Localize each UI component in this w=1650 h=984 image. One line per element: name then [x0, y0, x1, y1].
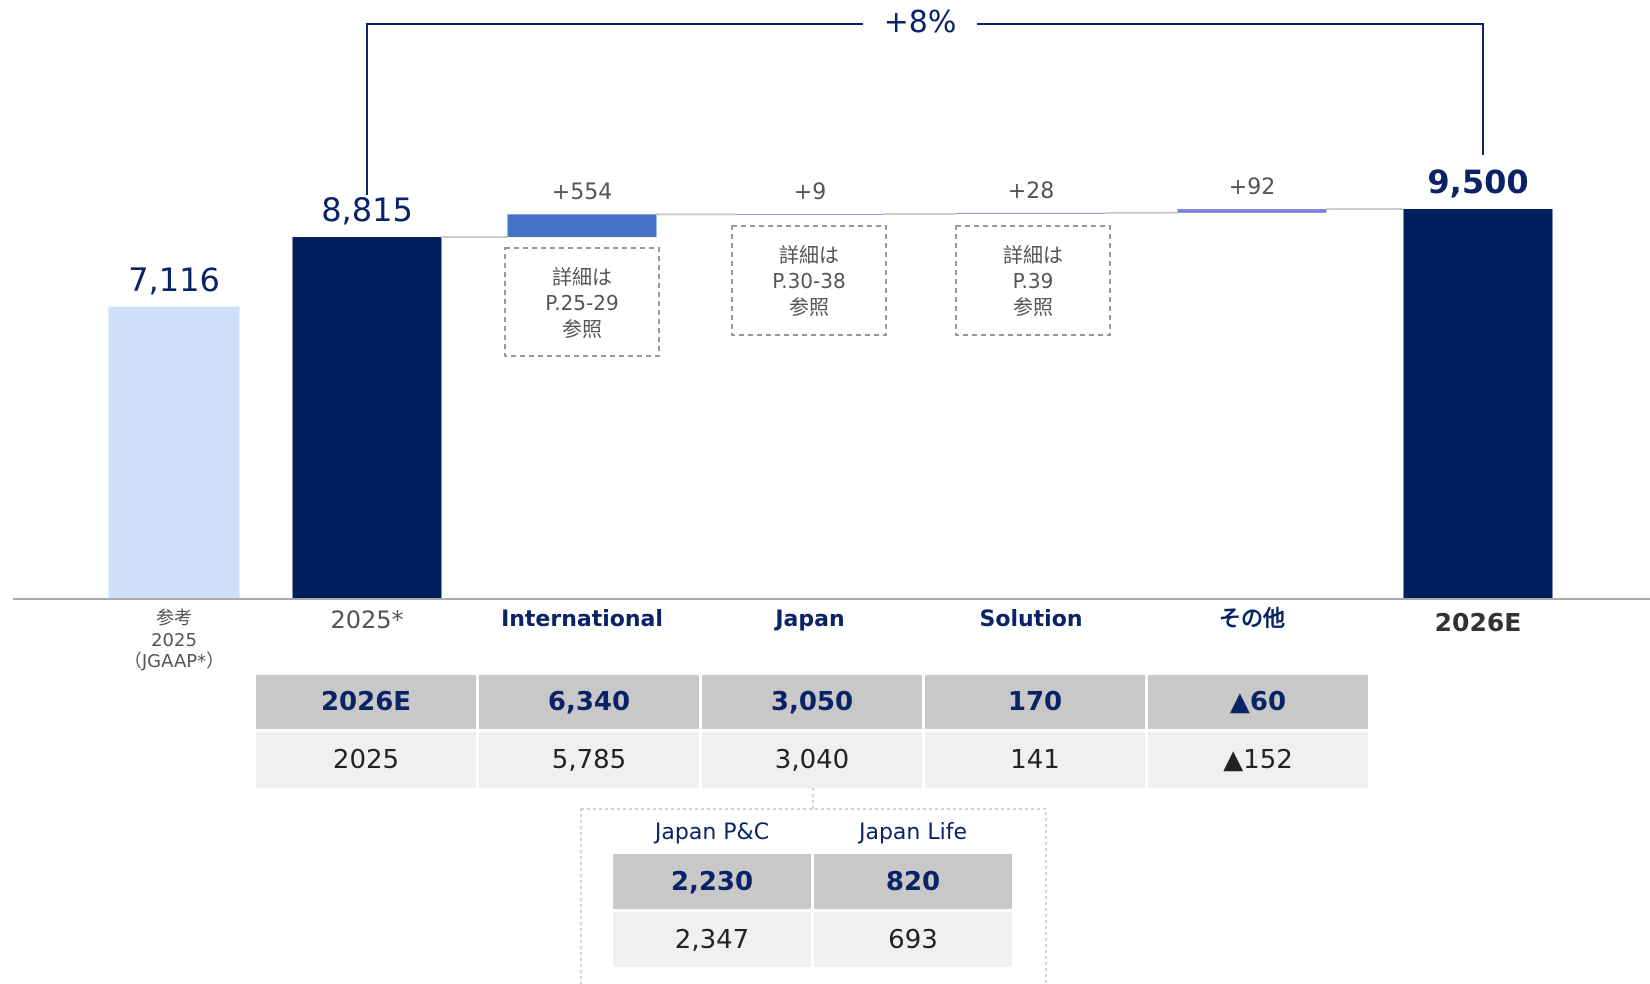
subtable-cell: 2,347: [613, 912, 811, 967]
table-cell: 170: [925, 675, 1145, 729]
table-cell: 3,040: [702, 732, 922, 788]
value-label: +28: [1007, 178, 1055, 204]
note: 詳細は P.30-38 参照: [772, 243, 846, 319]
bar: [735, 213, 885, 215]
bar: [507, 214, 657, 238]
table-cell: 6,340: [479, 675, 699, 729]
table-cell: ▲152: [1148, 732, 1368, 788]
note-box: [731, 225, 887, 336]
category-label: Solution: [979, 607, 1083, 632]
bracket-label: +8%: [883, 5, 957, 40]
table-cell: 2026E: [256, 675, 476, 729]
subtable-cell: 820: [814, 854, 1012, 909]
sub-box: [580, 808, 1047, 984]
category-label: International: [501, 607, 663, 632]
bar: [108, 306, 240, 598]
subtable-column: Japan P&C: [654, 820, 770, 845]
category-label: 参考 2025 （JGAAP*）: [123, 608, 225, 673]
bar: [292, 237, 442, 598]
table-cell: ▲60: [1148, 675, 1368, 729]
category-label: Japan: [775, 607, 845, 632]
note: 詳細は P.39 参照: [1003, 243, 1063, 319]
note: 詳細は P.25-29 参照: [545, 265, 619, 341]
table-cell: 2025: [256, 732, 476, 788]
category-label: その他: [1218, 607, 1285, 632]
bracket-gap: [863, 5, 977, 45]
bar: [1403, 209, 1553, 598]
bar: [1177, 209, 1327, 213]
value-label: 8,815: [321, 191, 413, 230]
note-box: [504, 247, 660, 357]
note-box: [955, 225, 1111, 336]
subtable-cell: 2,230: [613, 854, 811, 909]
value-label: 7,116: [128, 260, 220, 299]
bar: [956, 212, 1106, 214]
table-cell: 5,785: [479, 732, 699, 788]
category-label: 2025*: [330, 606, 404, 634]
value-label: +554: [551, 180, 613, 206]
subtable-column: Japan Life: [858, 820, 967, 845]
value-label: +9: [793, 179, 827, 205]
subtable-cell: 693: [814, 912, 1012, 967]
bracket: [366, 23, 1484, 195]
table-cell: 3,050: [702, 675, 922, 729]
category-label: 2026E: [1434, 608, 1522, 637]
table-cell: 141: [925, 732, 1145, 788]
value-label: 9,500: [1427, 163, 1529, 201]
value-label: +92: [1228, 175, 1276, 201]
